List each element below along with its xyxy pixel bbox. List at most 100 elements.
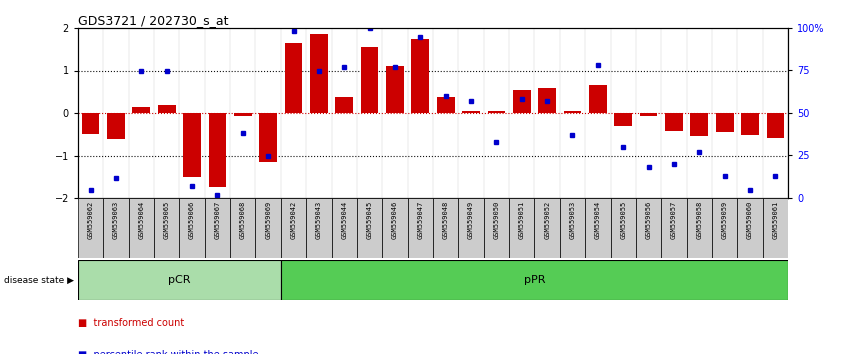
Text: GSM559047: GSM559047 <box>417 201 423 239</box>
Text: GSM559049: GSM559049 <box>468 201 474 239</box>
Text: GSM559052: GSM559052 <box>544 201 550 239</box>
Text: GSM559064: GSM559064 <box>139 201 145 239</box>
Text: GSM559053: GSM559053 <box>570 201 576 239</box>
Text: GSM559059: GSM559059 <box>721 201 727 239</box>
Bar <box>665 113 682 131</box>
Text: GSM559062: GSM559062 <box>87 201 94 239</box>
Bar <box>382 198 408 258</box>
Bar <box>255 28 281 198</box>
Text: GDS3721 / 202730_s_at: GDS3721 / 202730_s_at <box>78 14 229 27</box>
Bar <box>763 28 788 198</box>
Bar <box>386 66 404 113</box>
Bar <box>154 198 179 258</box>
Bar <box>534 198 559 258</box>
Bar <box>179 28 204 198</box>
Bar <box>408 28 433 198</box>
Text: GSM559061: GSM559061 <box>772 201 779 239</box>
Text: GSM559058: GSM559058 <box>696 201 702 239</box>
Bar <box>433 28 458 198</box>
Text: GSM559043: GSM559043 <box>316 201 322 239</box>
Text: GSM559063: GSM559063 <box>113 201 119 239</box>
Bar <box>636 198 662 258</box>
Bar <box>230 28 255 198</box>
Bar <box>564 111 581 113</box>
Bar <box>662 198 687 258</box>
Bar <box>433 198 458 258</box>
Bar <box>285 43 302 113</box>
Bar <box>129 28 154 198</box>
Bar <box>382 28 408 198</box>
Bar <box>132 107 150 113</box>
Text: GSM559055: GSM559055 <box>620 201 626 239</box>
Bar <box>458 198 484 258</box>
Bar <box>636 28 662 198</box>
Bar <box>103 28 129 198</box>
Bar <box>204 28 230 198</box>
Text: GSM559057: GSM559057 <box>671 201 677 239</box>
Bar <box>78 260 281 300</box>
Bar <box>103 198 129 258</box>
Bar <box>281 260 788 300</box>
Text: disease state ▶: disease state ▶ <box>4 275 74 285</box>
Bar <box>357 198 382 258</box>
Bar <box>335 97 353 113</box>
Text: GSM559060: GSM559060 <box>747 201 753 239</box>
Text: pPR: pPR <box>524 275 546 285</box>
Text: GSM559048: GSM559048 <box>443 201 449 239</box>
Bar <box>129 198 154 258</box>
Bar <box>589 85 607 113</box>
Bar <box>78 28 103 198</box>
Text: GSM559054: GSM559054 <box>595 201 601 239</box>
Bar <box>763 198 788 258</box>
Bar <box>458 28 484 198</box>
Bar <box>310 34 327 113</box>
Bar <box>509 198 534 258</box>
Bar <box>611 28 636 198</box>
Bar <box>436 97 455 113</box>
Text: GSM559045: GSM559045 <box>366 201 372 239</box>
Bar <box>559 28 585 198</box>
Bar <box>712 28 737 198</box>
Bar <box>585 28 611 198</box>
Bar <box>484 28 509 198</box>
Bar <box>766 113 785 138</box>
Bar <box>158 105 176 113</box>
Bar <box>307 198 332 258</box>
Bar <box>585 198 611 258</box>
Bar <box>332 198 357 258</box>
Text: pCR: pCR <box>168 275 191 285</box>
Bar <box>559 198 585 258</box>
Bar <box>408 198 433 258</box>
Text: GSM559065: GSM559065 <box>164 201 170 239</box>
Bar <box>687 198 712 258</box>
Bar <box>741 113 759 135</box>
Bar <box>281 198 307 258</box>
Text: GSM559068: GSM559068 <box>240 201 246 239</box>
Text: GSM559056: GSM559056 <box>645 201 651 239</box>
Text: GSM559044: GSM559044 <box>341 201 347 239</box>
Bar <box>687 28 712 198</box>
Text: GSM559046: GSM559046 <box>392 201 398 239</box>
Bar <box>737 28 763 198</box>
Bar <box>307 28 332 198</box>
Text: ■  transformed count: ■ transformed count <box>78 318 184 328</box>
Bar <box>662 28 687 198</box>
Bar <box>539 88 556 113</box>
Text: GSM559050: GSM559050 <box>494 201 500 239</box>
Bar <box>411 39 430 113</box>
Text: GSM559051: GSM559051 <box>519 201 525 239</box>
Text: GSM559067: GSM559067 <box>215 201 221 239</box>
Bar <box>209 113 226 187</box>
Bar <box>712 198 737 258</box>
Bar <box>107 113 125 138</box>
Bar <box>716 113 734 132</box>
Text: GSM559066: GSM559066 <box>189 201 195 239</box>
Bar <box>184 113 201 177</box>
Text: GSM559069: GSM559069 <box>265 201 271 239</box>
Bar <box>332 28 357 198</box>
Bar <box>640 113 657 116</box>
Bar <box>611 198 636 258</box>
Bar <box>204 198 230 258</box>
Bar <box>690 113 708 136</box>
Bar <box>737 198 763 258</box>
